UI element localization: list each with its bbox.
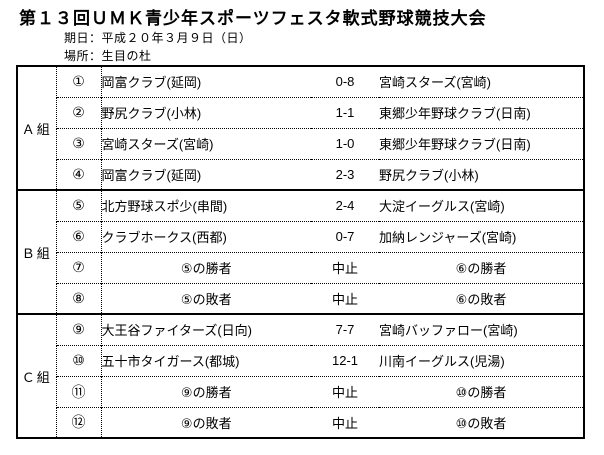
match-score: 0-8	[335, 74, 355, 90]
match-status: 中止	[311, 375, 379, 407]
team-right: 加納レンジャーズ(宮崎)	[379, 220, 584, 252]
match-number: ④	[55, 158, 102, 190]
team-right: 東郷少年野球クラブ(日南)	[379, 127, 584, 159]
team-left: 岡富クラブ(延岡)	[101, 158, 311, 190]
match-number: ②	[55, 96, 102, 128]
match-number: ③	[55, 127, 102, 159]
team-right: 大淀イーグルス(宮崎)	[379, 189, 584, 221]
match-score: 7-7	[311, 313, 379, 345]
match-status: 中止	[311, 406, 379, 438]
team-left: ⑤の敗者	[101, 282, 311, 314]
team-left: 大王谷ファイターズ(日向)	[101, 313, 311, 345]
table-row: ③ 宮崎スターズ(宮崎) 1-0 東郷少年野球クラブ(日南)	[17, 127, 584, 159]
event-date: 期日：平成２０年３月９日（日）	[64, 31, 252, 45]
match-status: 中止	[311, 251, 379, 283]
team-left: 野尻クラブ(小林)	[101, 96, 311, 128]
team-right: ⑩の敗者	[379, 406, 584, 438]
table-row: ⑫ ⑨の敗者 中止 ⑩の敗者	[17, 406, 584, 438]
match-number: ⑤	[55, 189, 102, 221]
group-label-b: Ｂ組	[17, 189, 57, 314]
match-number: ⑦	[55, 251, 102, 283]
team-left: 五十市タイガース(都城)	[101, 344, 311, 376]
table-row: Ｂ組 ⑤ 北方野球スポ少(串間) 2-4 大淀イーグルス(宮崎)	[17, 189, 584, 314]
match-number: ①	[55, 66, 102, 97]
table-row: ④ 岡富クラブ(延岡) 2-3 野尻クラブ(小林)	[17, 158, 584, 190]
team-left: 北方野球スポ少(串間)	[101, 189, 311, 221]
team-left: 岡富クラブ(延岡)	[101, 75, 202, 91]
match-score: 2-3	[311, 158, 379, 190]
team-right: ⑩の勝者	[379, 375, 584, 407]
match-score: 1-0	[311, 127, 379, 159]
match-number: ⑩	[55, 344, 102, 376]
team-left: ⑨の敗者	[101, 406, 311, 438]
team-right: 川南イーグルス(児湯)	[379, 344, 584, 376]
match-score: 12-1	[311, 344, 379, 376]
match-number: ⑫	[55, 406, 102, 438]
table-row: ⑧ ⑤の敗者 中止 ⑥の敗者	[17, 282, 584, 314]
match-status: 中止	[311, 282, 379, 314]
match-number: ⑧	[55, 282, 102, 314]
results-table: Ａ組 ① 岡富クラブ(延岡) 0-8 宮崎スターズ(宮崎) ② 野尻クラブ(小林…	[16, 65, 585, 439]
team-left: ⑤の勝者	[101, 251, 311, 283]
team-right: 宮崎バッファロー(宮崎)	[379, 313, 584, 345]
table-row: ② 野尻クラブ(小林) 1-1 東郷少年野球クラブ(日南)	[17, 96, 584, 128]
team-right: ⑥の勝者	[379, 251, 584, 283]
table-row: ⑪ ⑨の勝者 中止 ⑩の勝者	[17, 375, 584, 407]
group-label-c: Ｃ組	[17, 313, 57, 438]
group-label-a: Ａ組	[17, 66, 57, 190]
team-right: 宮崎スターズ(宮崎)	[379, 75, 492, 91]
match-number: ⑪	[55, 375, 102, 407]
match-number: ⑨	[55, 313, 102, 345]
table-row: ⑥ クラブホークス(西都) 0-7 加納レンジャーズ(宮崎)	[17, 220, 584, 252]
match-score: 0-7	[311, 220, 379, 252]
team-left: ⑨の勝者	[101, 375, 311, 407]
team-right: 野尻クラブ(小林)	[379, 158, 584, 190]
team-right: ⑥の敗者	[379, 282, 584, 314]
event-place: 場所：生目の杜	[64, 49, 152, 63]
table-row: Ａ組 ① 岡富クラブ(延岡) 0-8 宮崎スターズ(宮崎)	[17, 66, 584, 190]
table-row: ⑩ 五十市タイガース(都城) 12-1 川南イーグルス(児湯)	[17, 344, 584, 376]
page-title: 第１３回ＵＭＫ青少年スポーツフェスタ軟式野球競技大会	[19, 9, 487, 28]
match-score: 2-4	[311, 189, 379, 221]
team-left: クラブホークス(西都)	[101, 220, 311, 252]
table-row: Ｃ組 ⑨ 大王谷ファイターズ(日向) 7-7 宮崎バッファロー(宮崎)	[17, 313, 584, 438]
team-right: 東郷少年野球クラブ(日南)	[379, 96, 584, 128]
table-row: ⑦ ⑤の勝者 中止 ⑥の勝者	[17, 251, 584, 283]
match-number: ⑥	[55, 220, 102, 252]
team-left: 宮崎スターズ(宮崎)	[101, 127, 311, 159]
match-score: 1-1	[311, 96, 379, 128]
